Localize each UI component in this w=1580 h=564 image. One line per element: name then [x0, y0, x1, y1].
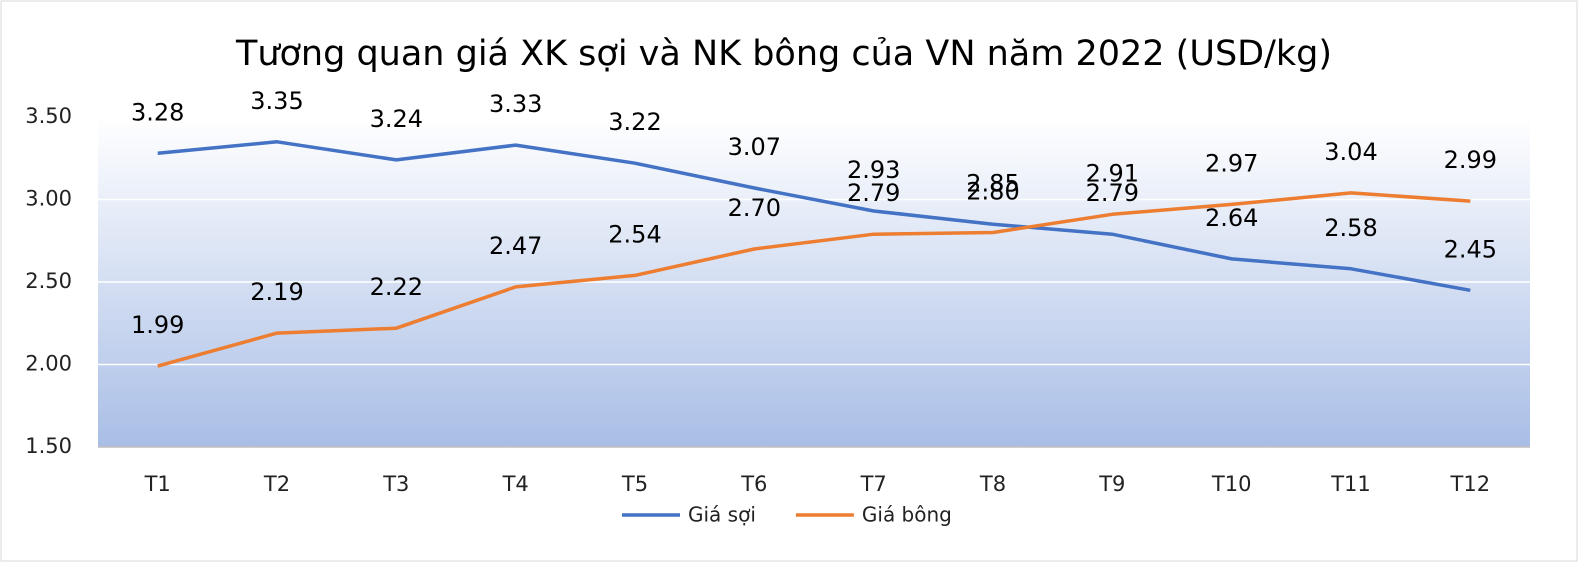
data-label: 2.19: [250, 278, 303, 306]
data-label: 3.28: [131, 98, 184, 126]
data-label: 2.79: [847, 179, 900, 207]
y-tick-label: 3.50: [25, 104, 72, 128]
chart-title: Tương quan giá XK sợi và NK bông của VN …: [235, 34, 1332, 74]
legend-label: Giá bông: [862, 503, 952, 527]
x-tick-label: T9: [1098, 472, 1125, 496]
data-label: 2.79: [1086, 179, 1139, 207]
series-line: [157, 191, 1471, 368]
y-tick-label: 2.50: [25, 269, 72, 293]
x-tick-label: T12: [1450, 472, 1491, 496]
data-label: 2.22: [370, 273, 423, 301]
x-tick-label: T2: [263, 472, 290, 496]
data-label: 3.24: [370, 105, 423, 133]
data-label: 3.07: [728, 133, 781, 161]
x-tick-label: T6: [740, 472, 767, 496]
data-label: 2.85: [966, 169, 1019, 197]
data-label: 2.70: [728, 194, 781, 222]
data-label: 3.35: [250, 87, 303, 115]
data-label: 2.64: [1205, 204, 1258, 232]
data-label: 3.22: [608, 108, 661, 136]
data-label: 2.80: [966, 178, 1019, 206]
x-tick-label: T4: [502, 472, 529, 496]
x-tick-label: T10: [1211, 472, 1252, 496]
data-label: 3.33: [489, 90, 542, 118]
data-label: 2.58: [1324, 214, 1377, 242]
data-label: 2.45: [1444, 235, 1497, 263]
legend-label: Giá sợi: [688, 503, 756, 527]
y-tick-label: 2.00: [25, 352, 72, 376]
x-tick-label: T7: [860, 472, 887, 496]
data-label: 2.47: [489, 232, 542, 260]
x-tick-label: T11: [1330, 472, 1371, 496]
data-label: 2.97: [1205, 149, 1258, 177]
data-label: 1.99: [131, 311, 184, 339]
data-label: 2.91: [1086, 159, 1139, 187]
x-tick-label: T3: [382, 472, 409, 496]
y-tick-label: 3.00: [25, 187, 72, 211]
x-tick-label: T8: [979, 472, 1006, 496]
x-tick-label: T1: [144, 472, 171, 496]
x-tick-label: T5: [621, 472, 648, 496]
data-label: 2.93: [847, 156, 900, 184]
series-line: [157, 140, 1471, 293]
data-label: 2.99: [1444, 146, 1497, 174]
y-tick-label: 1.50: [25, 434, 72, 458]
data-label: 3.04: [1324, 138, 1377, 166]
data-label: 2.54: [608, 220, 661, 248]
